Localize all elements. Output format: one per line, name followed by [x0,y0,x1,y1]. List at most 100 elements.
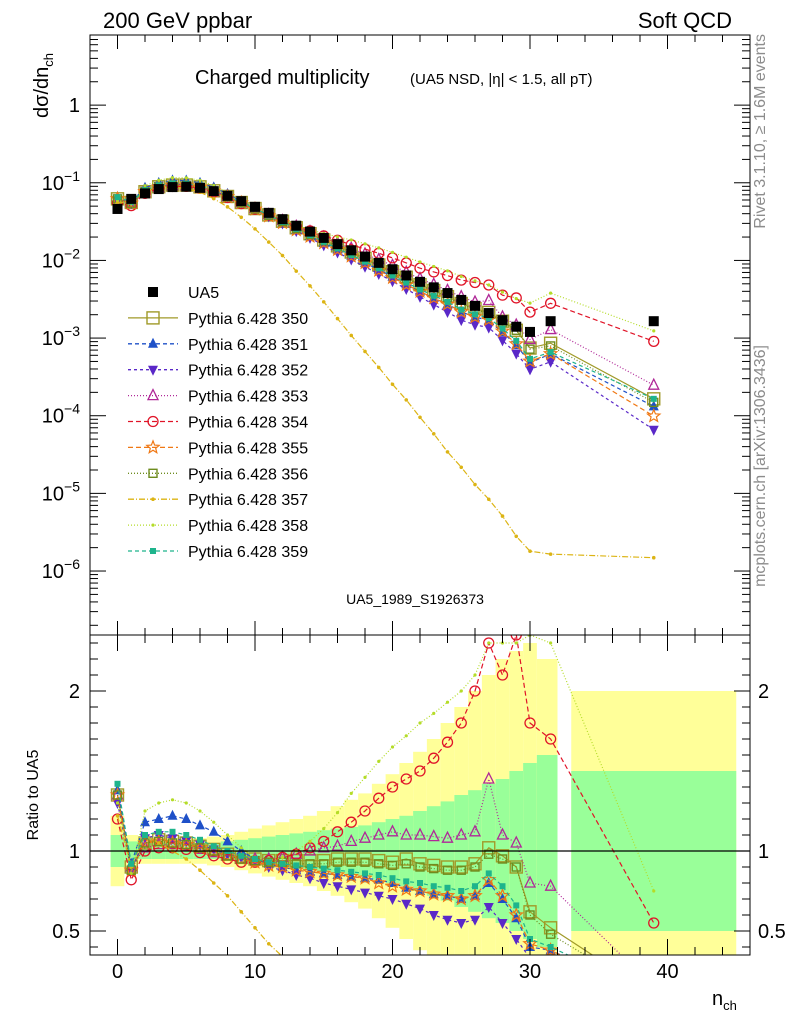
series-point [467,308,483,324]
series-point [544,322,557,335]
ratio-point [387,895,398,905]
legend-marker [146,388,160,401]
data-point [153,184,164,195]
ratio-point [389,875,396,882]
ratio-point [399,852,413,866]
series-point [524,306,536,318]
ratio-point [170,798,175,802]
ratio-point [404,734,408,738]
ratio-point [510,835,523,848]
series-point [418,260,422,264]
series-point [390,382,395,387]
ratio-point [373,792,385,804]
ratio-point [509,860,523,874]
series-point [442,308,453,319]
data-point [428,282,439,293]
data-point [456,294,467,305]
ratio-point [322,827,326,831]
data-point [167,182,178,193]
ratio-panel: 0.5 0.51 12 20 10 20 30 40 Ratio to UA5 nch [25,634,786,1013]
ratio-point [390,745,395,749]
ratio-point [544,878,557,891]
data-point [140,188,150,199]
ratio-point [426,886,442,901]
legend-marker [151,497,155,502]
data-point [126,193,137,204]
ratio-point [373,891,384,902]
ratio-point [112,790,123,800]
data-point [208,186,219,197]
ratio-y-tick-label: 2 [69,681,80,703]
ratio-point [403,878,410,885]
ratio-point [372,853,386,868]
legend-marker [148,365,158,376]
data-point [497,315,508,326]
data-point [250,201,260,212]
ratio-point [428,911,439,921]
y-tick-label: 10−1 [42,168,80,195]
ratio-point [441,736,454,748]
x-tick-label: 40 [656,961,678,983]
ratio-point [253,926,257,930]
ratio-point [265,859,272,866]
legend-label: Pythia 6.428 355 [188,440,308,457]
data-point [112,203,123,214]
ratio-point [401,899,412,910]
ratio-point [212,820,216,824]
x-axis-label: nch [712,988,737,1013]
ratio-point [444,884,451,891]
ratio-point [239,846,243,850]
ratio-point [184,857,189,861]
ratio-point [239,910,244,914]
ratio-point [525,910,535,920]
series-point [401,284,412,295]
ratio-point [496,669,509,681]
ratio-point [183,832,190,838]
ratio-point [472,883,478,890]
ratio-point [197,836,203,843]
ratio-point [156,841,161,845]
y-tick-label: 10−4 [42,401,80,428]
ratio-point [195,840,205,851]
series-point [511,349,522,360]
series-point [528,301,532,305]
ratio-y-tick-label-right: 0.5 [758,921,786,943]
ratio-point [198,809,202,813]
series-point [211,196,216,201]
ratio-point [456,919,467,929]
series-point [376,365,381,370]
legend-marker [147,415,159,428]
ratio-point [429,863,439,874]
ratio-point [441,830,454,843]
ratio-point [318,879,329,889]
data-point [236,196,247,207]
ratio-y-tick-label: 1 [69,841,80,863]
series-point [522,353,538,368]
series-point [253,227,257,231]
data-point [318,232,329,243]
data-point [387,264,398,275]
data-point [373,257,384,268]
y-tick-label: 1 [69,95,80,117]
ratio-point [140,816,150,827]
ratio-point [415,904,425,915]
legend-entry: Pythia 6.428 351 [128,337,308,354]
ratio-point [371,874,387,890]
ratio-point [375,872,382,878]
ratio-point [293,862,300,869]
series-point [494,323,511,338]
ratio-point [482,771,495,784]
legend-label: Pythia 6.428 359 [188,544,308,561]
data-point [332,239,343,250]
ratio-point [442,865,453,875]
ratio-point [428,752,440,764]
legend-marker [148,287,158,297]
ratio-point [418,721,422,725]
ratio-point [372,827,385,840]
ratio-point [432,711,436,716]
ratio-point [362,870,368,877]
ratio-point [415,862,425,872]
series-point [389,272,396,279]
series-point [648,400,659,411]
ratio-point [331,838,344,851]
